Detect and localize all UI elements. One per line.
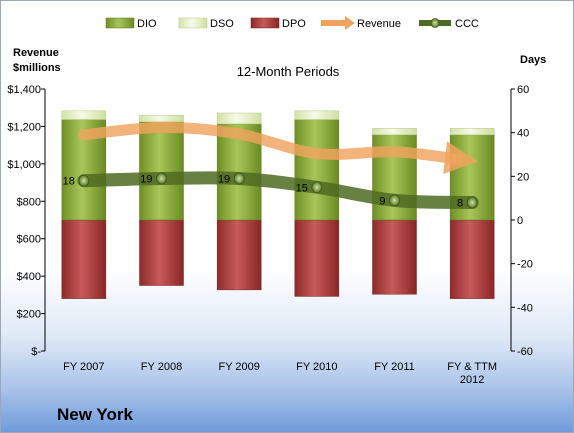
right-tick-label: 60 [517, 84, 529, 96]
right-tick-label: 40 [517, 128, 529, 140]
right-tick-label: 20 [517, 171, 529, 183]
legend-label: Revenue [357, 18, 401, 30]
x-tick-label: FY 2008 [141, 361, 182, 373]
ccc-data-label: 15 [296, 182, 308, 194]
left-tick-label: $1,200 [7, 121, 41, 133]
ccc-data-label: 19 [140, 174, 152, 186]
bar-dpo [216, 219, 262, 291]
chart-title: 12-Month Periods [237, 64, 340, 79]
x-tick-label: FY 2009 [218, 361, 259, 373]
bar-dpo [372, 219, 417, 295]
revenue-line [78, 121, 478, 175]
right-axis-title: Days [520, 54, 546, 66]
legend-label: DIO [137, 18, 157, 30]
left-tick-label: $- [31, 346, 41, 358]
left-tick-label: $600 [17, 234, 41, 246]
right-tick-label: 0 [517, 215, 523, 227]
left-tick-label: $400 [17, 271, 41, 283]
bar-dso [139, 114, 184, 122]
left-tick-label: $1,000 [7, 159, 41, 171]
ccc-point [466, 196, 478, 209]
bar-dso [61, 110, 107, 120]
legend-swatch-dio [105, 17, 135, 29]
x-tick-label: 2012 [460, 374, 484, 386]
legend-ccc-dot [430, 18, 440, 28]
x-tick-label: FY 2011 [374, 361, 415, 373]
right-tick-label: -20 [517, 259, 533, 271]
bar-dso [372, 128, 417, 136]
x-tick-label: FY 2007 [63, 361, 104, 373]
ccc-data-label: 19 [218, 174, 230, 186]
bar-dpo [449, 219, 495, 299]
x-tick-label: FY 2010 [296, 361, 337, 373]
bar-dso [449, 128, 495, 136]
legend-label: DSO [210, 18, 234, 30]
legend-arrow-icon [345, 16, 355, 30]
ccc-data-label: 18 [63, 176, 75, 188]
ccc-data-label: 8 [457, 198, 463, 210]
legend-label: DPO [282, 18, 306, 30]
x-tick-label: FY & TTM [447, 361, 497, 373]
ccc-data-label: 9 [379, 195, 385, 207]
bar-dso [294, 110, 340, 120]
ccc-point [233, 172, 245, 185]
bar-dpo [294, 219, 340, 297]
ccc-point [311, 181, 323, 194]
right-tick-label: -40 [517, 302, 533, 314]
bar-dpo [61, 219, 107, 299]
left-axis-title-line2: $millions [13, 62, 61, 74]
ccc-line [77, 171, 479, 210]
bar-dio [294, 119, 340, 221]
left-axis-title-line1: Revenue [13, 47, 59, 59]
left-tick-label: $1,400 [7, 84, 41, 96]
legend-swatch-dso [178, 17, 208, 29]
ccc-point [78, 174, 90, 187]
legend-label: CCC [455, 18, 479, 30]
ccc-point [156, 172, 167, 185]
city-label: New York [57, 405, 133, 424]
ccc-point [389, 194, 400, 207]
bar-dso [216, 112, 262, 125]
bar-dpo [139, 219, 184, 286]
left-tick-label: $800 [17, 196, 41, 208]
right-tick-label: -60 [517, 346, 533, 358]
bar-dio [139, 121, 184, 221]
legend-swatch-dpo [250, 17, 280, 29]
left-tick-label: $200 [17, 309, 41, 321]
